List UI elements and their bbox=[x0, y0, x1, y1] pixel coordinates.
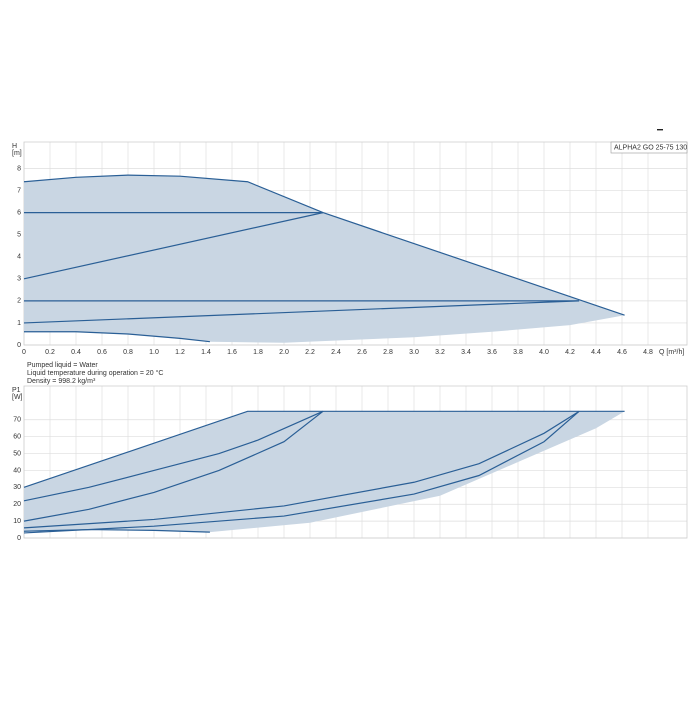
x-tick-label: 2.8 bbox=[383, 349, 393, 356]
performance-curve bbox=[23, 300, 580, 324]
x-axis-label: Q [m³/h] bbox=[659, 349, 684, 356]
y-tick-label: 20 bbox=[13, 501, 21, 508]
y-tick-label: 40 bbox=[13, 467, 21, 474]
x-tick-label: 4.6 bbox=[617, 349, 627, 356]
y-tick-label: 7 bbox=[17, 187, 21, 194]
y-tick-label: 0 bbox=[17, 535, 21, 542]
y-tick-label: 10 bbox=[13, 518, 21, 525]
y-axis-unit: [W] bbox=[12, 394, 23, 401]
x-tick-label: 3.4 bbox=[461, 349, 471, 356]
performance-curve bbox=[23, 410, 580, 529]
performance-curve bbox=[23, 410, 625, 488]
x-tick-label: 4.0 bbox=[539, 349, 549, 356]
operating-note: Liquid temperature during operation = 20… bbox=[27, 369, 163, 377]
x-tick-label: 1.6 bbox=[227, 349, 237, 356]
x-tick-label: 4.4 bbox=[591, 349, 601, 356]
plot-frame bbox=[23, 385, 688, 539]
y-tick-label: 70 bbox=[13, 417, 21, 424]
y-axis-label: P1 bbox=[12, 387, 21, 394]
x-tick-label: 4.2 bbox=[565, 349, 575, 356]
x-tick-label: 3.6 bbox=[487, 349, 497, 356]
x-tick-label: 0 bbox=[22, 349, 26, 356]
operating-note: Density = 998.2 kg/m³ bbox=[27, 378, 96, 385]
x-tick-label: 3.8 bbox=[513, 349, 523, 356]
x-tick-label: 0.2 bbox=[45, 349, 55, 356]
x-tick-label: 2.2 bbox=[305, 349, 315, 356]
performance-curve bbox=[23, 528, 210, 533]
x-tick-label: 3.2 bbox=[435, 349, 445, 356]
y-tick-label: 0 bbox=[17, 342, 21, 349]
operating-area bbox=[24, 411, 625, 533]
x-tick-label: 1.2 bbox=[175, 349, 185, 356]
x-tick-label: 1.8 bbox=[253, 349, 263, 356]
legend-box bbox=[610, 141, 688, 154]
y-tick-label: 5 bbox=[17, 232, 21, 239]
y-tick-label: 3 bbox=[17, 276, 21, 283]
y-tick-label: 8 bbox=[17, 165, 21, 172]
y-tick-label: 50 bbox=[13, 450, 21, 457]
performance-curve bbox=[23, 410, 580, 534]
performance-curve bbox=[24, 331, 210, 343]
y-tick-label: 6 bbox=[17, 209, 21, 216]
window-minimize-mark bbox=[657, 129, 663, 131]
y-tick-label: 2 bbox=[17, 298, 21, 305]
y-tick-label: 60 bbox=[13, 434, 21, 441]
x-tick-label: 1.4 bbox=[201, 349, 211, 356]
x-tick-label: 2.6 bbox=[357, 349, 367, 356]
operating-note: Pumped liquid = Water bbox=[27, 362, 98, 369]
y-axis-unit: [m] bbox=[12, 150, 22, 157]
y-tick-label: 30 bbox=[13, 484, 21, 491]
x-tick-label: 2.4 bbox=[331, 349, 341, 356]
x-tick-label: 3.0 bbox=[409, 349, 419, 356]
x-tick-label: 2.0 bbox=[279, 349, 289, 356]
x-tick-label: 0.4 bbox=[71, 349, 81, 356]
x-tick-label: 1.0 bbox=[149, 349, 159, 356]
y-tick-label: 1 bbox=[17, 320, 21, 327]
legend-text: ALPHA2 GO 25-75 130 bbox=[614, 144, 687, 151]
performance-curve bbox=[23, 410, 324, 502]
x-tick-label: 4.8 bbox=[643, 349, 653, 356]
y-axis-label: H bbox=[12, 143, 17, 150]
x-tick-label: 0.8 bbox=[123, 349, 133, 356]
performance-curve bbox=[23, 410, 324, 522]
y-tick-label: 4 bbox=[17, 254, 21, 261]
x-tick-label: 0.6 bbox=[97, 349, 107, 356]
performance-curve bbox=[23, 212, 324, 280]
